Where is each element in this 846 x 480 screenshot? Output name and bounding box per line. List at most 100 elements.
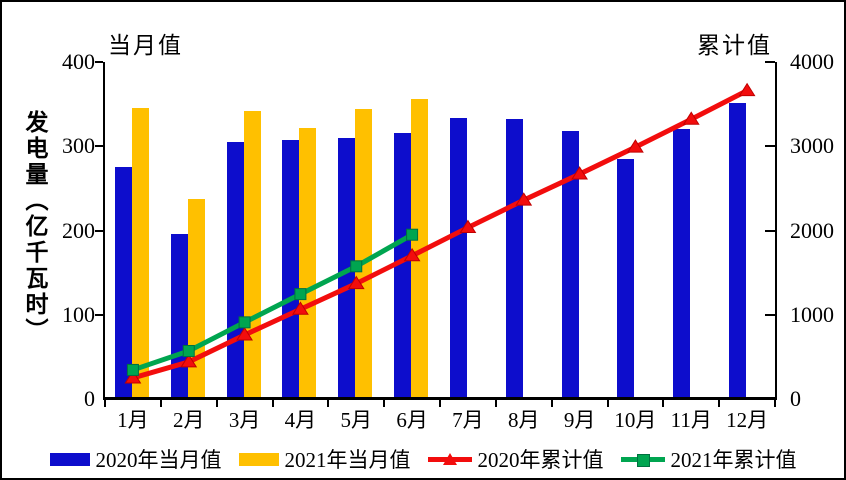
bar-2020-monthly <box>114 167 132 399</box>
y-axis-tick-label-right: 4000 <box>790 49 834 74</box>
y-axis-tick-label-left: 200 <box>62 217 95 243</box>
legend-swatch-2020-cumulative-line <box>427 452 472 467</box>
left-axis-tick-mark <box>95 313 103 316</box>
left-axis-tick-mark <box>95 61 103 63</box>
y-axis-tick-label-left: 300 <box>62 133 95 159</box>
x-axis-tick-mark <box>662 400 665 407</box>
bar-2020-monthly <box>282 140 300 399</box>
bar-2020-monthly <box>449 117 467 399</box>
bar-2020-monthly <box>617 158 635 399</box>
x-axis-label: 8月 <box>507 408 540 432</box>
triangle-marker-icon <box>292 301 309 315</box>
bar-2021-monthly <box>131 107 149 399</box>
bar-2021-monthly <box>411 99 429 399</box>
square-marker-icon <box>182 344 195 357</box>
cumulative-lines-layer <box>124 82 756 384</box>
y-axis-tick-label-right: 2000 <box>790 217 834 243</box>
triangle-marker-icon <box>682 111 700 125</box>
legend-item-2020-cumulative: 2020年累计值 <box>427 444 604 474</box>
legend-label: 2021年当月值 <box>284 448 411 472</box>
triangle-marker-icon <box>403 247 421 262</box>
legend-swatch-2021-cumulative-line <box>620 452 665 467</box>
y-axis-tick-label-left: 400 <box>62 49 95 74</box>
y-axis-tick-label-left: 100 <box>62 301 95 327</box>
legend-swatch-2020-monthly-bar <box>49 452 90 466</box>
x-axis-tick-mark <box>774 400 776 407</box>
x-axis-tick-mark <box>327 400 330 407</box>
triangle-marker-icon <box>571 166 588 180</box>
x-axis-tick-mark <box>550 400 553 407</box>
square-marker-icon <box>294 288 307 301</box>
right-axis-line <box>775 62 777 400</box>
left-axis-line <box>103 62 105 400</box>
cumulative-line-2021 <box>132 232 414 373</box>
left-axis-tick-mark <box>95 145 103 148</box>
x-axis-tick-mark <box>383 400 386 407</box>
x-axis-tick-mark <box>439 400 441 407</box>
bar-2021-monthly <box>299 127 317 399</box>
left-axis-title: 当月值 <box>108 33 183 58</box>
legend-item-2020-monthly: 2020年当月值 <box>49 444 222 474</box>
x-axis-tick-mark <box>494 400 497 407</box>
x-axis-label: 9月 <box>563 408 596 432</box>
x-axis-label: 3月 <box>228 408 261 432</box>
y-axis-tick-label-left: 0 <box>84 386 95 411</box>
square-marker-icon <box>636 453 650 467</box>
x-axis-label: 12月 <box>726 408 769 432</box>
x-axis-tick-mark <box>271 400 274 407</box>
x-axis-label: 10月 <box>614 408 657 432</box>
legend-label: 2020年当月值 <box>95 448 222 472</box>
x-axis-label: 2月 <box>172 408 205 432</box>
bar-2020-monthly <box>394 132 412 399</box>
x-axis-label: 5月 <box>340 408 372 432</box>
triangle-marker-icon <box>347 275 365 290</box>
triangle-marker-icon <box>459 219 477 234</box>
triangle-marker-icon <box>627 139 644 153</box>
plot-area <box>105 62 775 399</box>
triangle-marker-icon <box>515 192 533 206</box>
bar-2020-monthly <box>561 131 579 399</box>
cumulative-line-2020 <box>132 88 749 381</box>
y-axis-label: 发电量（亿千瓦时） <box>22 110 47 344</box>
triangle-marker-icon <box>442 452 457 465</box>
right-axis-tick-mark <box>765 145 775 148</box>
y-axis-tick-label-right: 1000 <box>790 301 834 327</box>
triangle-marker-icon <box>738 82 756 97</box>
right-axis-title: 累计值 <box>697 33 772 58</box>
bar-2021-monthly <box>355 109 373 399</box>
y-axis-tick-label-right: 0 <box>790 386 801 411</box>
bar-2020-monthly <box>505 119 523 399</box>
x-axis-tick-mark <box>606 400 609 407</box>
right-axis-tick-mark <box>765 61 775 63</box>
triangle-marker-icon <box>124 369 142 384</box>
legend: 2020年当月值 2021年当月值 2020年累计值 2021年累计值 <box>0 441 846 477</box>
bar-2020-monthly <box>673 128 691 399</box>
bar-2020-monthly <box>729 103 747 399</box>
square-marker-icon <box>406 228 419 241</box>
right-axis-tick-mark <box>765 313 775 316</box>
x-axis-line <box>103 397 777 400</box>
legend-label: 2020年累计值 <box>477 448 604 472</box>
triangle-marker-icon <box>236 327 253 341</box>
x-axis-label: 4月 <box>284 408 317 432</box>
x-axis-label: 11月 <box>670 408 712 432</box>
left-axis-tick-mark <box>95 229 103 232</box>
square-marker-icon <box>126 363 139 376</box>
legend-item-2021-cumulative: 2021年累计值 <box>620 444 797 474</box>
x-axis-tick-mark <box>159 400 162 407</box>
legend-swatch-2021-monthly-bar <box>238 452 279 466</box>
x-axis-label: 7月 <box>452 408 484 432</box>
triangle-marker-icon <box>180 353 198 368</box>
right-axis-tick-mark <box>765 229 775 232</box>
y-axis-tick-label-right: 3000 <box>790 133 834 159</box>
legend-label: 2021年累计值 <box>670 448 797 472</box>
square-marker-icon <box>238 316 251 329</box>
x-axis-tick-mark <box>215 400 218 407</box>
x-axis-tick-mark <box>718 400 721 407</box>
x-axis-label: 1月 <box>117 408 149 432</box>
legend-item-2021-monthly: 2021年当月值 <box>238 444 411 474</box>
square-marker-icon <box>350 260 363 273</box>
x-axis-tick-mark <box>104 400 106 407</box>
x-axis-label: 6月 <box>396 408 428 432</box>
